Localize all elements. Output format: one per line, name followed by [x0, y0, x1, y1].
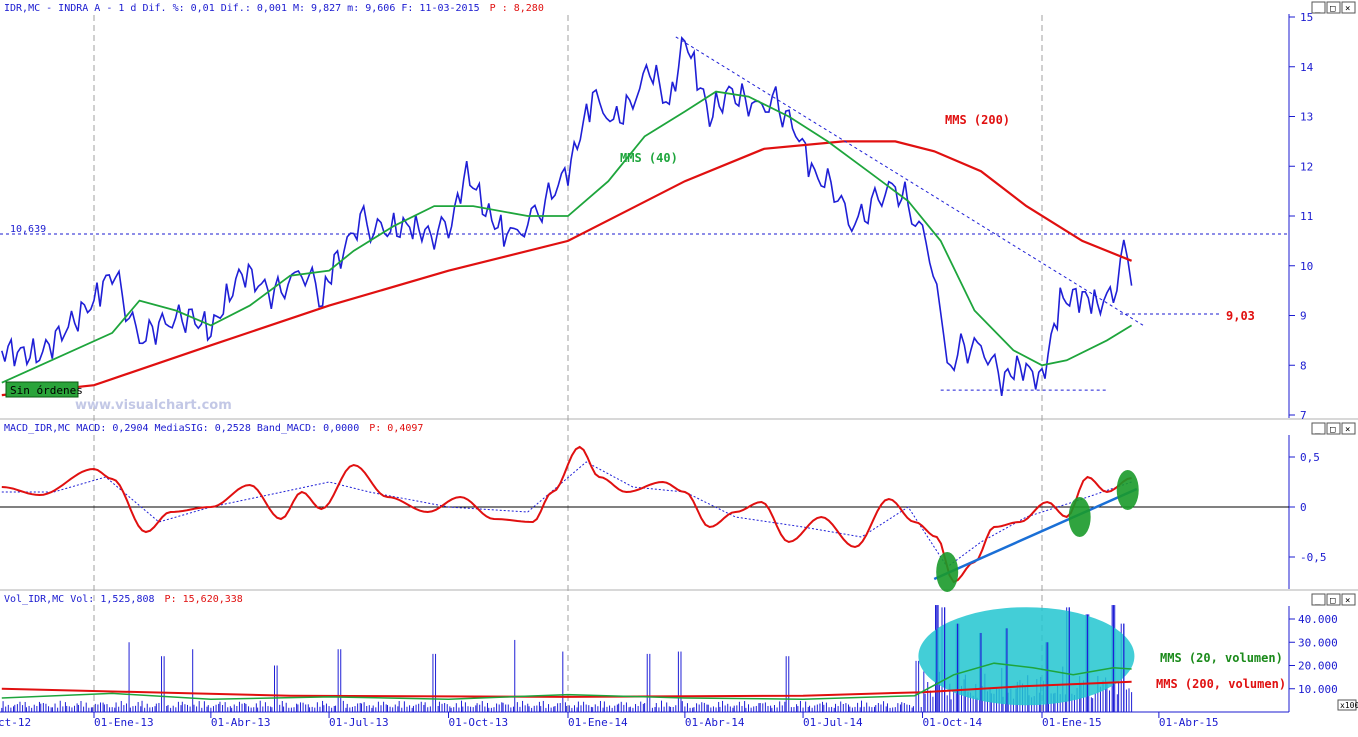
macd-divergence-marker: [1116, 470, 1139, 510]
close-button[interactable]: [1341, 422, 1356, 435]
x-tick-label: 01-Abr-14: [685, 716, 745, 729]
maximize-button[interactable]: [1326, 593, 1341, 606]
price-window-buttons: _ □ ×: [1311, 1, 1356, 14]
macd-header: MACD_IDR,MC MACD: 0,2904 MediaSIG: 0,252…: [4, 423, 423, 434]
price-y-tick-label: 8: [1300, 359, 1307, 372]
maximize-icon: □: [1330, 596, 1336, 606]
price-y-tick-label: 14: [1300, 61, 1314, 74]
volume-y-tick-label: 20.000: [1298, 660, 1338, 673]
x-tick-label: 01-Abr-13: [211, 716, 271, 729]
price-header: IDR,MC - INDRA A - 1 d Dif. %: 0,01 Dif.…: [4, 3, 544, 14]
price-y-tick-label: 11: [1300, 210, 1313, 223]
macd-divergence-marker: [1068, 497, 1091, 537]
price-y-tick-label: 13: [1300, 111, 1313, 124]
volume-mms200-line: [1, 680, 1132, 698]
x-tick-label: 01-Ene-15: [1042, 716, 1102, 729]
macd-y-tick-label: 0,5: [1300, 451, 1320, 464]
watermark: www.visualchart.com: [75, 398, 232, 413]
price-y-tick-label: 10: [1300, 260, 1313, 273]
maximize-icon: □: [1330, 4, 1336, 14]
x-tick-label: 01-Jul-13: [329, 716, 389, 729]
volume-y-tick-label: 10.000: [1298, 683, 1338, 696]
volume-y-tick-label: 40.000: [1298, 613, 1338, 626]
maximize-button[interactable]: [1326, 1, 1341, 14]
scale-badge: [1337, 699, 1357, 711]
macd-trend-line: [933, 487, 1138, 581]
volume-window-buttons: _ □ ×: [1311, 593, 1356, 606]
volume-highlight-ellipse: [918, 607, 1135, 706]
scale-badge-text: x100: [1340, 701, 1358, 710]
price-y-tick-label: 9: [1300, 310, 1307, 323]
x-tick-label: 01-Oct-13: [449, 716, 509, 729]
x-tick-label-fragment: ct-12: [0, 716, 31, 729]
macd-signal-line: [1, 461, 1132, 568]
price-y-tick-label: 12: [1300, 160, 1313, 173]
close-button[interactable]: [1341, 593, 1356, 606]
x-tick-label: 01-Oct-14: [923, 716, 983, 729]
price-y-tick-label: 15: [1300, 11, 1313, 24]
mms200-label: MMS (200): [945, 113, 1010, 127]
mms200-line: [1, 140, 1133, 397]
mms40-line: [1, 90, 1133, 384]
macd-divergence-marker: [936, 552, 959, 592]
macd-y-tick-label: 0: [1300, 501, 1307, 514]
minimize-button[interactable]: [1311, 1, 1326, 14]
orders-label: Sin órdenes: [10, 384, 83, 397]
hline-label: 10,639: [10, 224, 46, 235]
close-button[interactable]: [1341, 1, 1356, 14]
volume-y-tick-label: 30.000: [1298, 636, 1338, 649]
volume-header: Vol_IDR,MC Vol: 1,525,808 P: 15,620,338: [4, 594, 243, 605]
price-y-tick-label: 7: [1300, 409, 1307, 422]
close-icon: ×: [1345, 425, 1350, 435]
minimize-button[interactable]: [1311, 593, 1326, 606]
x-tick-label: 01-Abr-15: [1159, 716, 1219, 729]
x-tick-label: 01-Ene-13: [94, 716, 154, 729]
x-tick-label: 01-Jul-14: [803, 716, 863, 729]
vol-mms200-label: MMS (200, volumen): [1156, 677, 1286, 691]
maximize-icon: □: [1330, 425, 1336, 435]
macd-line: [1, 445, 1132, 584]
mms40-label: MMS (40): [620, 151, 678, 165]
orders-badge: [5, 381, 79, 398]
close-icon: ×: [1345, 596, 1350, 606]
price-bars: [1, 36, 1133, 397]
macd-y-tick-label: -0,5: [1300, 551, 1327, 564]
minimize-icon: _: [1315, 596, 1321, 606]
macd-window-buttons: _ □ ×: [1311, 422, 1356, 435]
level-label: 9,03: [1226, 309, 1255, 323]
trend-line: [675, 36, 1144, 326]
x-tick-label: 01-Ene-14: [568, 716, 628, 729]
volume-mms20-line: [1, 662, 1132, 700]
maximize-button[interactable]: [1326, 422, 1341, 435]
minimize-button[interactable]: [1311, 422, 1326, 435]
close-icon: ×: [1345, 4, 1350, 14]
minimize-icon: _: [1315, 425, 1321, 435]
minimize-icon: _: [1315, 4, 1321, 14]
vol-mms20-label: MMS (20, volumen): [1160, 651, 1283, 665]
